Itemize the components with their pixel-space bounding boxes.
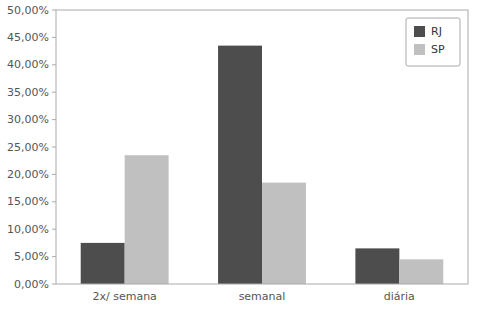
y-tick-label: 40,00% xyxy=(7,58,49,71)
y-tick-label: 50,00% xyxy=(7,4,49,17)
y-tick xyxy=(52,37,56,38)
chart: 0,00% 5,00% 10,00% 15,00% 20,00% 25,00% 30,00%… xyxy=(0,0,478,310)
bars xyxy=(81,46,444,284)
y-tick xyxy=(52,147,56,148)
legend-label: RJ xyxy=(431,25,442,38)
bar xyxy=(81,243,125,284)
x-tick-label: 2x/ semana xyxy=(92,290,156,303)
y-tick-label: 30,00% xyxy=(7,113,49,126)
y-tick-label: 35,00% xyxy=(7,86,49,99)
legend: RJ SP xyxy=(406,18,460,66)
y-tick xyxy=(52,284,56,285)
legend-label: SP xyxy=(431,43,445,56)
x-tick-label: semanal xyxy=(239,290,286,303)
chart-container: 0,00% 5,00% 10,00% 15,00% 20,00% 25,00% 30,00%… xyxy=(0,0,478,310)
legend-swatch xyxy=(414,26,425,37)
y-tick xyxy=(52,92,56,93)
y-tick-label: 15,00% xyxy=(7,195,49,208)
y-tick xyxy=(52,229,56,230)
y-tick xyxy=(52,10,56,11)
y-tick xyxy=(52,64,56,65)
bar xyxy=(262,183,306,284)
y-tick-label: 45,00% xyxy=(7,31,49,44)
bar xyxy=(399,259,443,284)
legend-swatch xyxy=(414,44,425,55)
bar xyxy=(355,248,399,284)
y-tick-label: 0,00% xyxy=(14,278,49,291)
bar xyxy=(125,155,169,284)
y-tick-label: 10,00% xyxy=(7,223,49,236)
y-tick-label: 20,00% xyxy=(7,168,49,181)
bar xyxy=(218,46,262,284)
y-tick-label: 25,00% xyxy=(7,141,49,154)
y-tick xyxy=(52,256,56,257)
y-tick xyxy=(52,174,56,175)
y-tick-label: 5,00% xyxy=(14,250,49,263)
x-tick-label: diária xyxy=(384,290,415,303)
plot-frame xyxy=(56,10,468,284)
legend-box xyxy=(406,18,460,66)
y-tick xyxy=(52,201,56,202)
y-tick xyxy=(52,119,56,120)
